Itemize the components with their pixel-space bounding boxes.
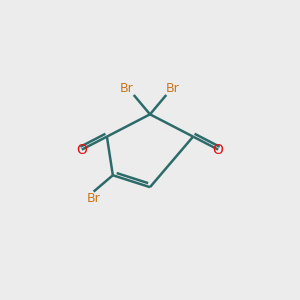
Text: O: O [76,142,87,157]
Text: Br: Br [87,192,100,205]
Text: O: O [213,142,224,157]
Text: Br: Br [166,82,180,95]
Text: Br: Br [120,82,134,95]
